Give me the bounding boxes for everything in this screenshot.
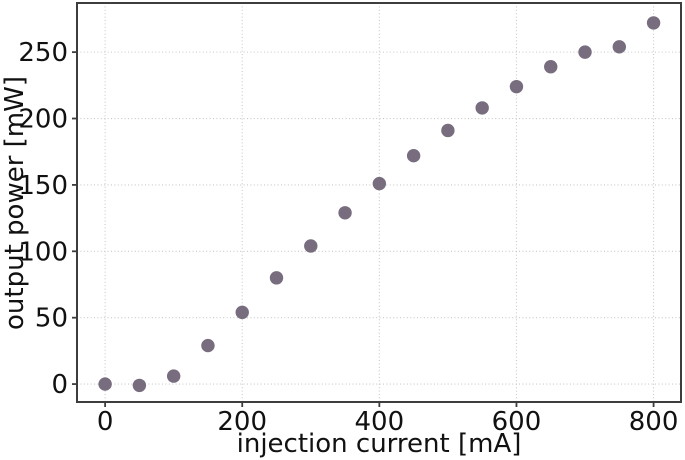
data-point [406, 148, 421, 163]
data-point [338, 206, 352, 220]
data-point [235, 305, 249, 320]
y-tick-label: 150 [18, 171, 68, 201]
y-tick-label: 50 [35, 304, 68, 334]
x-axis-label: injection current [mA] [237, 429, 522, 459]
y-axis-label: output power [mW] [0, 76, 30, 330]
x-tick-label: 200 [217, 407, 267, 437]
data-point [441, 123, 455, 138]
data-point [646, 16, 661, 30]
data-point [475, 101, 489, 115]
gridlines [77, 3, 681, 402]
x-tick-label: 0 [97, 407, 114, 437]
data-point [166, 369, 181, 383]
plot-border [76, 2, 682, 403]
data-point [132, 378, 147, 393]
data-point [304, 239, 318, 253]
data-points [98, 16, 661, 393]
y-tick-label: 0 [51, 370, 68, 400]
x-tick-label: 400 [355, 407, 405, 437]
axes: 0 200 400 600 800 0 50 100 150 200 250 [18, 2, 682, 437]
data-point [98, 377, 112, 391]
data-point [201, 338, 215, 353]
data-point [269, 271, 284, 285]
x-tick-label: 800 [629, 407, 679, 437]
data-point [544, 60, 558, 74]
data-point [578, 45, 592, 59]
y-tick-label: 100 [18, 237, 68, 267]
data-point [372, 176, 387, 191]
y-tick-label: 200 [18, 105, 68, 135]
data-point [509, 79, 524, 94]
x-tick-label: 600 [492, 407, 542, 437]
y-tick-label: 250 [18, 38, 68, 68]
data-point [612, 40, 626, 54]
